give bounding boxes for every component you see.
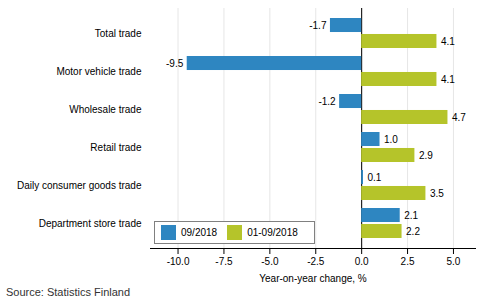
svg-text:3.5: 3.5 bbox=[430, 188, 444, 199]
svg-text:-1.7: -1.7 bbox=[309, 20, 327, 31]
svg-text:4.1: 4.1 bbox=[441, 74, 455, 85]
svg-text:Retail trade: Retail trade bbox=[90, 142, 142, 153]
svg-text:-1.2: -1.2 bbox=[318, 96, 336, 107]
svg-text:-9.5: -9.5 bbox=[166, 58, 184, 69]
svg-text:Total trade: Total trade bbox=[95, 28, 142, 39]
svg-text:Year-on-year change, %: Year-on-year change, % bbox=[259, 273, 367, 284]
svg-text:-7.5: -7.5 bbox=[215, 256, 233, 267]
svg-text:2.1: 2.1 bbox=[404, 210, 418, 221]
svg-text:2.5: 2.5 bbox=[401, 256, 415, 267]
svg-text:0.1: 0.1 bbox=[367, 172, 381, 183]
svg-text:Motor vehicle trade: Motor vehicle trade bbox=[56, 66, 141, 77]
svg-text:Daily consumer goods trade: Daily consumer goods trade bbox=[17, 180, 142, 191]
html-text:01-09/2018: 01-09/2018 bbox=[247, 227, 298, 238]
svg-text:1.0: 1.0 bbox=[384, 134, 398, 145]
svg-text:-2.5: -2.5 bbox=[307, 256, 325, 267]
html-text:09/2018: 09/2018 bbox=[181, 227, 218, 238]
svg-text:5.0: 5.0 bbox=[447, 256, 461, 267]
svg-text:Department store trade: Department store trade bbox=[39, 218, 142, 229]
svg-text:4.1: 4.1 bbox=[441, 36, 455, 47]
html-text:Source: Statistics Finland: Source: Statistics Finland bbox=[6, 286, 131, 298]
svg-text:-5.0: -5.0 bbox=[261, 256, 279, 267]
svg-text:2.2: 2.2 bbox=[406, 226, 420, 237]
svg-text:-10.0: -10.0 bbox=[167, 256, 190, 267]
svg-text:4.7: 4.7 bbox=[452, 112, 466, 123]
svg-text:0.0: 0.0 bbox=[355, 256, 369, 267]
svg-text:Wholesale trade: Wholesale trade bbox=[69, 104, 142, 115]
svg-text:2.9: 2.9 bbox=[419, 150, 433, 161]
